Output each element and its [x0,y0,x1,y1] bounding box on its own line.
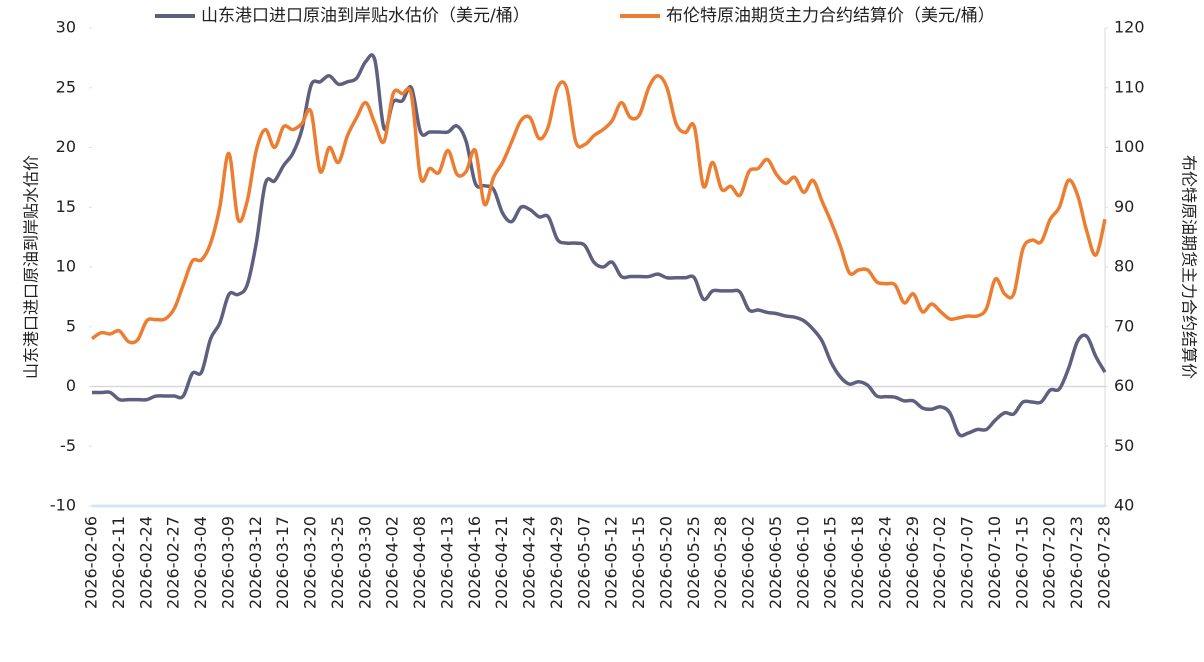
x-tick-label: 2026-07-28 [1095,516,1114,609]
x-tick-label: 2026-03-25 [328,516,347,609]
y-tick-label: -5 [60,436,76,455]
x-tick-label: 2026-04-08 [410,516,429,609]
x-tick-label: 2026-04-24 [520,516,539,609]
x-tick-label: 2026-05-07 [574,516,593,609]
x-tick-label: 2026-03-12 [246,516,265,609]
x-tick-label: 2026-02-24 [136,516,155,609]
y-tick-label: 0 [66,376,76,395]
y-tick-label: 20 [56,137,76,156]
x-tick-label: 2026-05-15 [629,516,648,609]
y2-tick-label: 40 [1114,496,1134,515]
legend: 山东港口进口原油到岸贴水估价（美元/桶） 布伦特原油期货主力合约结算价（美元/桶） [155,6,995,26]
x-tick-label: 2026-07-07 [958,516,977,609]
y-axis-title: 山东港口进口原油到岸贴水估价 [22,155,41,379]
x-tick-label: 2026-06-18 [848,516,867,609]
y-tick-label: 25 [56,77,76,96]
x-tick-label: 2026-06-24 [875,516,894,609]
x-tick-label: 2026-02-27 [164,516,183,609]
x-tick-label: 2026-06-15 [821,516,840,609]
x-tick-label: 2026-05-20 [656,516,675,609]
y-tick-label: 10 [56,257,76,276]
x-tick-label: 2026-06-05 [766,516,785,609]
x-tick-label: 2026-06-02 [739,516,758,609]
x-tick-label: 2026-04-21 [492,516,511,609]
x-tick-label: 2026-03-04 [191,516,210,609]
x-tick-label: 2026-07-23 [1067,516,1086,609]
y-tick-label: -10 [50,496,76,515]
x-tick-label: 2026-07-10 [985,516,1004,609]
series-line [90,74,1107,345]
y2-tick-label: 80 [1114,257,1134,276]
x-tick-label: 2026-03-20 [301,516,320,609]
x-tick-label: 2026-04-29 [547,516,566,609]
x-tick-label: 2026-04-13 [437,516,456,609]
y2-tick-label: 110 [1114,77,1145,96]
y2-tick-label: 120 [1114,18,1145,37]
y2-tick-label: 60 [1114,376,1134,395]
x-tick-label: 2026-03-17 [273,516,292,609]
x-tick-label: 2026-05-25 [684,516,703,609]
y-tick-label: 30 [56,18,76,37]
y-tick-label: 5 [66,316,76,335]
x-tick-label: 2026-03-30 [355,516,374,609]
legend-label: 布伦特原油期货主力合约结算价（美元/桶） [666,6,995,26]
series-line [92,53,1107,438]
y-tick-label: 15 [56,197,76,216]
y2-tick-label: 90 [1114,197,1134,216]
y2-axis-title: 布伦特原油期货主力合约结算价 [1180,155,1199,379]
x-tick-label: 2026-05-12 [602,516,621,609]
x-tick-label: 2026-03-09 [218,516,237,609]
x-tick-label: 2026-07-02 [930,516,949,609]
x-tick-label: 2026-06-10 [793,516,812,609]
x-tick-label: 2026-02-06 [82,516,101,609]
y2-tick-label: 100 [1114,137,1145,156]
x-tick-label: 2026-04-02 [383,516,402,609]
x-tick-label: 2026-07-20 [1040,516,1059,609]
x-tick-label: 2026-05-28 [711,516,730,609]
y2-tick-label: 70 [1114,316,1134,335]
x-tick-label: 2026-06-29 [903,516,922,609]
x-tick-label: 2026-02-11 [109,516,128,609]
x-tick-label: 2026-07-15 [1012,516,1031,609]
y2-tick-label: 50 [1114,436,1134,455]
legend-label: 山东港口进口原油到岸贴水估价（美元/桶） [201,6,530,26]
x-tick-label: 2026-04-16 [465,516,484,609]
